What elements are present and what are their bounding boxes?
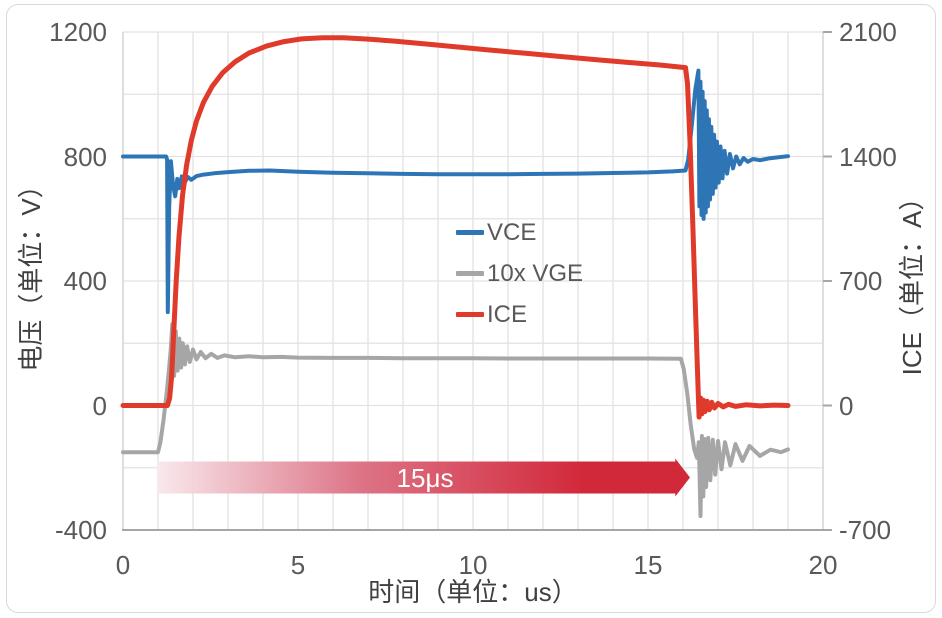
legend-swatch — [456, 271, 484, 276]
legend-item-ice: ICE — [456, 294, 583, 335]
y-left-tick-label: 400 — [63, 266, 107, 296]
x-axis-title: 时间（单位：us） — [368, 577, 578, 607]
legend-item-vce: VCE — [456, 212, 583, 253]
y-right-tick-label: 700 — [839, 266, 883, 296]
x-tick-label: 10 — [458, 550, 488, 580]
legend-label: ICE — [487, 300, 528, 328]
y-left-tick-label: 0 — [92, 390, 107, 421]
y-left-axis-title: 电压（单位：V） — [16, 172, 46, 372]
legend-label: VCE — [487, 218, 537, 246]
y-left-tick-label: 800 — [63, 141, 107, 172]
y-left-tick-label: -400 — [54, 515, 107, 545]
y-right-axis-title: ICE（单位：A） — [897, 184, 927, 376]
ice-curve — [120, 35, 791, 420]
y-right-tick-label: 0 — [839, 390, 854, 421]
chart-frame — [6, 4, 936, 613]
legend: VCE 10x VGE ICE — [456, 212, 583, 335]
10x-vge-curve — [121, 322, 790, 518]
x-tick-label: 20 — [808, 550, 838, 580]
legend-swatch — [456, 230, 484, 235]
x-tick-label: 0 — [115, 550, 131, 580]
y-right-tick-label: 1400 — [839, 141, 897, 172]
legend-item-10x-vge: 10x VGE — [456, 253, 583, 294]
x-tick-label: 5 — [290, 550, 306, 580]
duration-annotation-label: 15μs — [396, 463, 454, 493]
x-tick-label: 15 — [633, 550, 663, 580]
legend-swatch — [456, 312, 484, 317]
y-right-tick-label: 2100 — [839, 17, 897, 47]
y-right-tick-label: -700 — [839, 515, 892, 545]
duration-arrow — [156, 458, 690, 497]
y-left-tick-label: 1200 — [49, 17, 107, 47]
legend-label: 10x VGE — [487, 259, 584, 287]
